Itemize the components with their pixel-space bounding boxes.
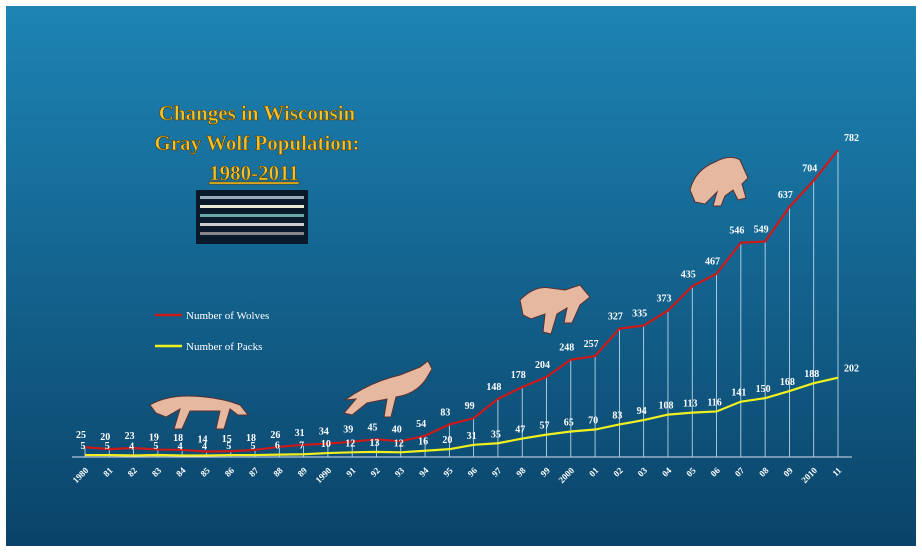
data-label: 20 [442,435,452,446]
data-label: 202 [844,364,859,375]
data-label: 5 [105,441,110,452]
data-label: 704 [802,164,817,175]
wolf-illustrations [149,156,749,430]
data-label: 373 [656,294,671,305]
data-label: 113 [683,399,697,410]
data-label: 13 [369,438,379,449]
series-line [84,149,839,453]
legend-label: Number of Packs [186,341,262,353]
data-label: 70 [588,416,598,427]
data-label: 23 [125,431,135,442]
data-label: 5 [81,441,86,452]
title-line: 1980-2011 [209,161,299,185]
data-label: 45 [367,422,377,433]
data-label: 546 [729,226,744,237]
data-label: 12 [394,438,404,449]
data-label: 18 [173,433,183,444]
data-label: 150 [756,384,771,395]
legend: Number of Wolves Number of Packs [155,310,269,353]
data-label: 12 [345,438,355,449]
legend-label: Number of Wolves [186,310,269,322]
data-label: 16 [418,437,428,448]
data-label: 47 [515,425,525,436]
background [6,6,916,546]
data-label: 83 [612,410,622,421]
title-line: Gray Wolf Population: [155,131,360,155]
data-label: 18 [246,433,256,444]
data-label: 4 [178,441,183,452]
data-label: 188 [804,369,819,380]
data-label: 4 [202,441,207,452]
data-label: 20 [100,432,110,443]
data-label: 15 [222,434,232,445]
data-label: 782 [844,133,859,144]
data-label: 6 [275,441,280,452]
data-label: 248 [559,343,574,354]
data-label: 435 [681,269,696,280]
title-line: Changes in Wisconsin [159,101,356,125]
data-label: 7 [299,440,304,451]
data-label: 35 [491,429,501,440]
data-label: 14 [197,435,207,446]
data-label: 5 [226,441,231,452]
data-label: 26 [270,430,280,441]
data-label: 549 [754,225,769,236]
data-label: 65 [564,417,574,428]
data-label: 40 [392,424,402,435]
data-label: 257 [584,339,599,350]
data-label: 83 [440,407,450,418]
data-label: 99 [465,401,475,412]
plot: 1980 81 82 83 84 85 86 87 88 89 1990 91 92 93 94 95 96 97… [71,133,859,485]
data-label: 204 [535,360,550,371]
data-label: 19 [149,433,159,444]
data-label: 637 [778,190,793,201]
data-label: 31 [295,428,305,439]
data-label: 108 [658,401,673,412]
data-label: 10 [321,439,331,450]
data-label: 57 [540,421,550,432]
data-label: 168 [780,377,795,388]
data-label: 5 [153,441,158,452]
series-line [85,376,839,457]
data-label: 335 [632,309,647,320]
data-label: 25 [76,430,86,441]
data-label: 94 [637,406,647,417]
data-label: 39 [343,425,353,436]
data-label: 54 [416,419,426,430]
data-label: 34 [319,427,329,438]
data-label: 148 [486,382,501,393]
data-label: 4 [129,441,134,452]
logo-image [196,190,308,244]
data-label: 5 [251,441,256,452]
data-label: 327 [608,312,623,323]
data-label: 116 [707,397,721,408]
data-label: 141 [731,388,746,399]
data-label: 31 [467,431,477,442]
data-label: 467 [705,257,720,268]
data-label: 178 [511,370,526,381]
